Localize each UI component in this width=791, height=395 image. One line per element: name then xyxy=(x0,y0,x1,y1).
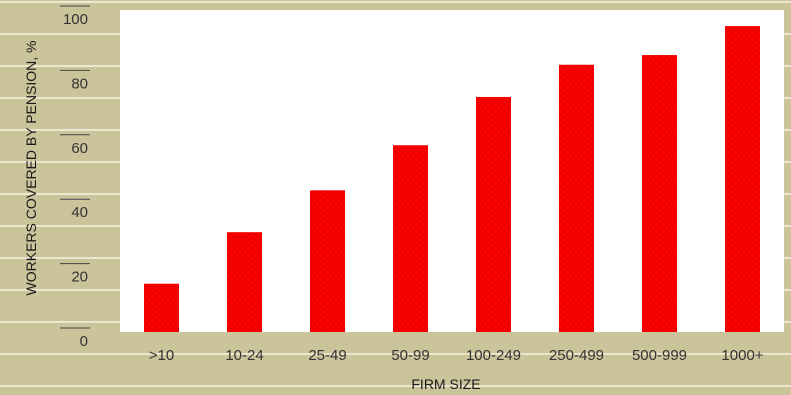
bar xyxy=(393,145,428,332)
bar xyxy=(310,190,345,332)
x-tick-label: 25-49 xyxy=(308,347,346,364)
x-tick-label: 100-249 xyxy=(466,347,521,364)
y-tick-label: 20 xyxy=(71,269,88,286)
y-axis: 0 20 40 60 80 100 xyxy=(60,5,90,350)
bars xyxy=(144,26,760,333)
bar xyxy=(642,55,677,333)
bar xyxy=(476,96,511,332)
y-axis-title: WORKERS COVERED BY PENSION, % xyxy=(23,41,39,296)
plot-area xyxy=(120,10,784,332)
y-tick-label: 100 xyxy=(63,11,88,28)
bar xyxy=(559,64,594,333)
bar xyxy=(227,232,262,332)
bar xyxy=(725,26,760,332)
x-tick-label: >10 xyxy=(149,347,174,364)
x-axis: >10 10-24 25-49 50-99 100-249 250-499 500-999 1… xyxy=(149,347,764,364)
x-tick-label: 500-999 xyxy=(632,347,687,364)
x-tick-label: 1000+ xyxy=(721,347,763,364)
y-tick-label: 0 xyxy=(80,333,88,350)
x-tick-label: 50-99 xyxy=(391,347,429,364)
x-axis-title: FIRM SIZE xyxy=(411,376,480,392)
x-tick-label: 10-24 xyxy=(225,347,263,364)
y-tick-label: 80 xyxy=(71,75,88,92)
x-tick-label: 250-499 xyxy=(549,347,604,364)
y-tick-label: 60 xyxy=(71,140,88,157)
bar xyxy=(144,283,179,332)
y-tick-label: 40 xyxy=(71,204,88,221)
